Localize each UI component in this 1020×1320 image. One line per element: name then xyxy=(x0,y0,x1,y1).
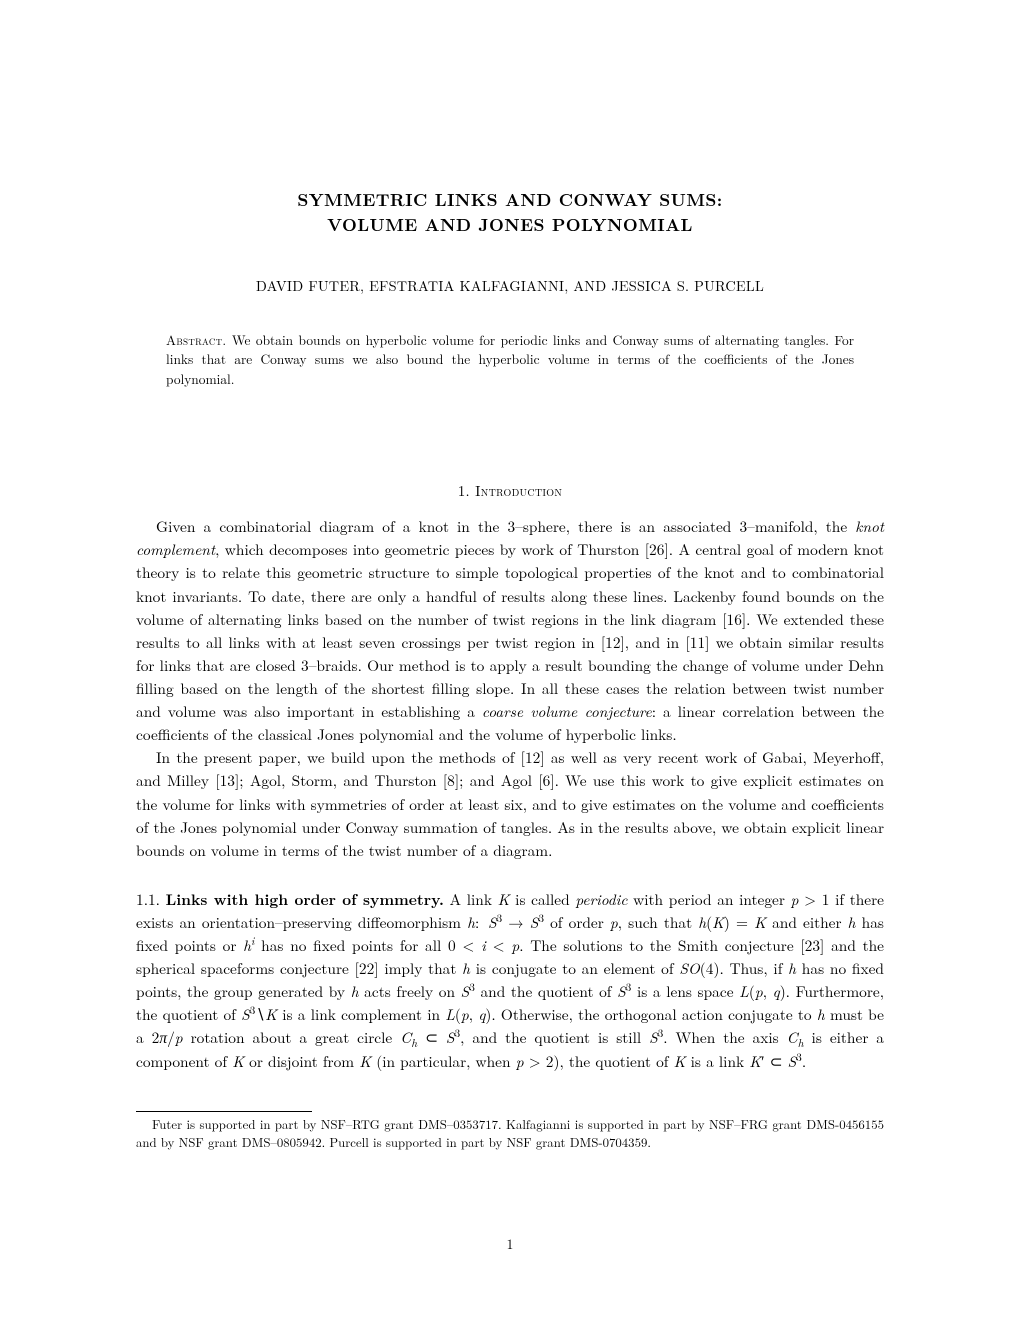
p1-text-a: Given a combinatorial diagram of a knot … xyxy=(156,516,855,537)
footnote-rule xyxy=(136,1111,312,1112)
intro-paragraph-2: In the present paper, we build upon the … xyxy=(136,746,884,862)
intro-paragraph-1: Given a combinatorial diagram of a knot … xyxy=(136,515,884,746)
abstract: Abstract. We obtain bounds on hyperbolic… xyxy=(166,330,854,388)
authors: DAVID FUTER, EFSTRATIA KALFAGIANNI, AND … xyxy=(136,276,884,296)
subsection-title: Links with high order of symmetry. xyxy=(166,888,444,910)
title-line-2: VOLUME AND JONES POLYNOMIAL xyxy=(136,213,884,238)
title-line-1: SYMMETRIC LINKS AND CONWAY SUMS: xyxy=(136,188,884,213)
footnote: Futer is supported in part by NSF–RTG gr… xyxy=(136,1116,884,1152)
subsection-1-1: 1.1. Links with high order of symmetry. … xyxy=(136,888,884,1073)
page-number: 1 xyxy=(0,1234,1020,1254)
abstract-text: We obtain bounds on hyperbolic volume fo… xyxy=(166,330,854,388)
abstract-label: Abstract. xyxy=(166,330,226,349)
p1-text-b: , which decomposes into geometric pieces… xyxy=(136,539,884,722)
p1-italic-b: coarse volume conjecture xyxy=(482,701,652,722)
section-heading-1: 1. Introduction xyxy=(136,480,884,501)
subsection-number: 1.1. xyxy=(136,889,160,910)
paper-title: SYMMETRIC LINKS AND CONWAY SUMS: VOLUME … xyxy=(136,188,884,238)
